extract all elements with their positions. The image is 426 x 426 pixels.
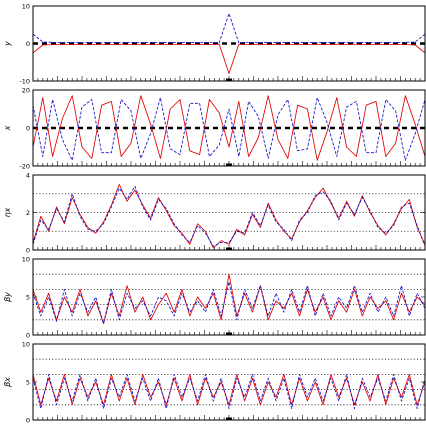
y-tick-label-0-1: 0 [26,40,30,48]
series-line-3-1 [33,281,425,325]
y-tick-label-4-0: 0 [26,416,30,424]
ip-marker-4 [226,417,232,420]
y-tick-label-1-2: 20 [22,86,30,94]
series-line-0-0 [33,43,425,74]
y-axis-label-0: y [3,41,12,47]
ip-marker-2 [226,247,232,250]
y-axis-label-3: βy [3,292,12,303]
y-tick-label-2-0: 0 [26,246,30,254]
panel-1: -20 0 20 x [3,86,426,170]
panel-3: 0 5 10 βy [3,255,426,339]
ip-marker-3 [226,332,232,335]
y-tick-label-3-0: 0 [26,331,30,339]
panel-frame-4 [32,343,426,421]
y-tick-label-2-2: 4 [26,171,30,179]
series-line-1-0 [33,95,425,161]
panel-frame-2 [32,174,426,251]
panel-frame-3 [32,258,426,336]
ip-marker-1 [226,163,232,166]
y-axis-label-4: βx [3,377,12,388]
panel-0: -10 0 10 y [3,2,426,85]
panel-2: 0 2 4 ηx [3,171,426,254]
y-tick-label-2-1: 2 [26,209,30,217]
y-tick-label-3-1: 5 [26,293,30,301]
y-tick-label-0-2: 10 [22,2,30,10]
panel-frame-1 [32,89,426,167]
series-line-3-0 [33,273,425,325]
y-tick-label-1-1: 0 [26,124,30,132]
panel-4: 0 5 10 βx [3,340,426,424]
series-line-1-1 [33,97,425,161]
y-tick-label-1-0: -20 [19,162,30,170]
y-tick-label-4-1: 5 [26,378,30,386]
y-tick-label-0-0: -10 [19,77,30,85]
panel-frame-0 [32,5,426,82]
series-line-4-1 [33,373,425,410]
y-axis-label-1: x [3,125,12,131]
y-axis-label-2: ηx [3,207,12,217]
y-tick-label-3-2: 10 [22,255,30,263]
series-line-0-1 [33,13,425,44]
ip-marker-0 [226,78,232,81]
y-tick-label-4-2: 10 [22,340,30,348]
series-line-2-1 [33,185,425,247]
